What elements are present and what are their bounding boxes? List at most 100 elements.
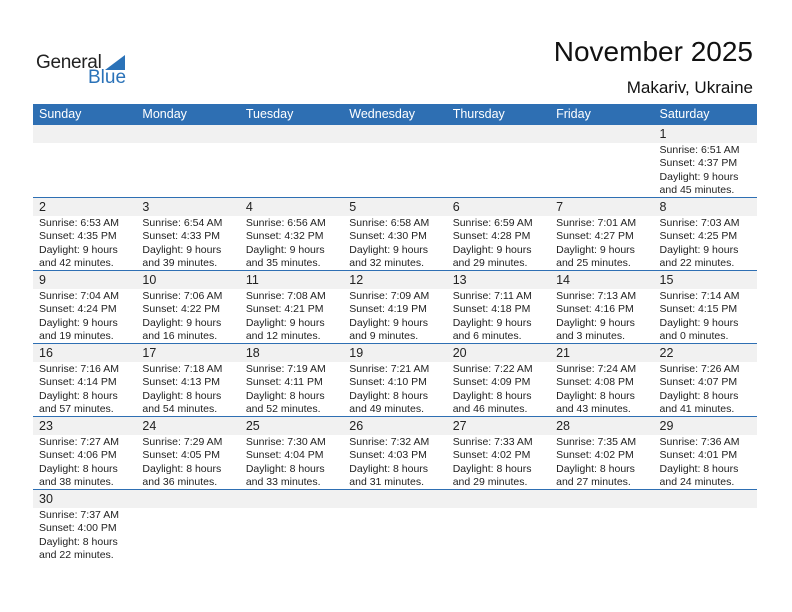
weekday-sunday: Sunday [39, 107, 82, 121]
daylight-text: Daylight: 9 hours [659, 243, 739, 256]
day-cell: 22 Sunrise: 7:26 AM Sunset: 4:07 PM Dayligh… [654, 344, 757, 416]
daylight-text: Daylight: 8 hours [142, 389, 222, 402]
day-cell: 4 Sunrise: 6:56 AM Sunset: 4:32 PM Daylight… [240, 198, 343, 270]
empty-cell [240, 490, 343, 563]
weekday-thursday: Thursday [452, 107, 505, 121]
day-number: 5 [349, 200, 357, 214]
daylight-minutes-text: and 41 minutes. [659, 402, 735, 415]
sunset-text: Sunset: 4:10 PM [349, 376, 427, 389]
daylight-text: Daylight: 8 hours [349, 389, 429, 402]
daylight-minutes-text: and 46 minutes. [452, 402, 528, 415]
daylight-minutes-text: and 19 minutes. [39, 329, 114, 342]
day-info: Sunrise: 6:59 AM Sunset: 4:28 PM Daylight:… [453, 216, 550, 270]
daylight-minutes-text: and 29 minutes. [452, 256, 528, 269]
day-cell: 9 Sunrise: 7:04 AM Sunset: 4:24 PM Daylight… [33, 271, 136, 343]
day-number: 25 [245, 419, 260, 433]
daylight-text: Daylight: 9 hours [39, 316, 118, 329]
day-info: Sunrise: 7:33 AM Sunset: 4:02 PM Daylight:… [453, 435, 550, 489]
sunrise-text: Sunrise: 6:56 AM [245, 217, 326, 229]
sunrise-text: Sunrise: 7:09 AM [349, 290, 430, 302]
daylight-text: Daylight: 9 hours [245, 316, 325, 329]
day-number: 26 [349, 419, 364, 433]
day-number: 16 [39, 346, 53, 360]
day-cell: 19 Sunrise: 7:21 AM Sunset: 4:10 PM Dayligh… [343, 344, 446, 416]
weekday-tuesday: Tuesday [245, 107, 294, 121]
daylight-text: Daylight: 8 hours [39, 462, 118, 475]
day-number: 8 [659, 200, 667, 214]
daylight-text: Daylight: 8 hours [142, 462, 222, 475]
empty-cell [240, 125, 343, 197]
daylight-text: Daylight: 9 hours [452, 243, 532, 256]
sunset-text: Sunset: 4:18 PM [452, 303, 531, 316]
sunrise-text: Sunrise: 6:54 AM [142, 217, 223, 229]
day-cell: 23 Sunrise: 7:27 AM Sunset: 4:06 PM Dayligh… [33, 417, 136, 489]
day-info: Sunrise: 7:06 AM Sunset: 4:22 PM Daylight:… [142, 289, 239, 343]
day-info: Sunrise: 6:54 AM Sunset: 4:33 PM Daylight:… [142, 216, 239, 270]
day-number: 18 [245, 346, 260, 360]
logo-text-blue: Blue [88, 67, 127, 88]
empty-cell [447, 490, 550, 563]
day-number: 3 [142, 200, 150, 214]
empty-cell [343, 490, 446, 563]
day-info: Sunrise: 7:27 AM Sunset: 4:06 PM Daylight:… [39, 435, 136, 489]
sunrise-text: Sunrise: 7:08 AM [245, 290, 326, 302]
day-number: 13 [452, 273, 467, 287]
sunrise-text: Sunrise: 7:27 AM [39, 436, 119, 448]
day-number: 24 [142, 419, 157, 433]
sunset-text: Sunset: 4:04 PM [245, 449, 324, 462]
daylight-minutes-text: and 43 minutes. [556, 402, 631, 415]
day-cell: 16 Sunrise: 7:16 AM Sunset: 4:14 PM Dayligh… [33, 344, 136, 416]
sunrise-text: Sunrise: 7:30 AM [245, 436, 326, 448]
day-cell: 6 Sunrise: 6:59 AM Sunset: 4:28 PM Daylight… [447, 198, 550, 270]
day-cell: 29 Sunrise: 7:36 AM Sunset: 4:01 PM Dayligh… [654, 417, 757, 489]
sunset-text: Sunset: 4:28 PM [452, 230, 531, 243]
day-number: 23 [39, 419, 53, 433]
day-number: 22 [659, 346, 674, 360]
week-row: 1 Sunrise: 6:51 AM Sunset: 4:37 PM Daylight… [33, 125, 757, 198]
empty-cell [654, 490, 757, 563]
sunrise-text: Sunrise: 7:26 AM [659, 363, 740, 375]
day-info: Sunrise: 7:09 AM Sunset: 4:19 PM Daylight:… [349, 289, 446, 343]
day-cell: 7 Sunrise: 7:01 AM Sunset: 4:27 PM Daylight… [550, 198, 653, 270]
sunset-text: Sunset: 4:22 PM [142, 303, 221, 316]
sunrise-text: Sunrise: 6:53 AM [39, 217, 119, 229]
daylight-text: Daylight: 9 hours [659, 170, 739, 183]
sunset-text: Sunset: 4:08 PM [556, 376, 634, 389]
day-info: Sunrise: 7:21 AM Sunset: 4:10 PM Daylight:… [349, 362, 446, 416]
daylight-text: Daylight: 9 hours [349, 316, 429, 329]
daylight-text: Daylight: 8 hours [39, 389, 118, 402]
daylight-minutes-text: and 12 minutes. [245, 329, 321, 342]
day-info: Sunrise: 7:32 AM Sunset: 4:03 PM Daylight:… [349, 435, 446, 489]
week-row: 23 Sunrise: 7:27 AM Sunset: 4:06 PM Dayligh… [33, 417, 757, 490]
day-cell: 27 Sunrise: 7:33 AM Sunset: 4:02 PM Dayligh… [447, 417, 550, 489]
logo-triangle-icon [105, 55, 125, 70]
daylight-text: Daylight: 9 hours [245, 243, 325, 256]
daylight-minutes-text: and 0 minutes. [659, 329, 729, 342]
day-info: Sunrise: 7:36 AM Sunset: 4:01 PM Daylight:… [660, 435, 757, 489]
sunrise-text: Sunrise: 7:14 AM [659, 290, 740, 302]
day-cell: 28 Sunrise: 7:35 AM Sunset: 4:02 PM Dayligh… [550, 417, 653, 489]
sunrise-text: Sunrise: 7:04 AM [39, 290, 119, 302]
sunset-text: Sunset: 4:03 PM [349, 449, 427, 462]
day-cell: 5 Sunrise: 6:58 AM Sunset: 4:30 PM Daylight… [343, 198, 446, 270]
sunset-text: Sunset: 4:16 PM [556, 303, 634, 316]
sunset-text: Sunset: 4:21 PM [245, 303, 324, 316]
day-info: Sunrise: 6:51 AM Sunset: 4:37 PM Daylight:… [660, 143, 757, 197]
daylight-minutes-text: and 16 minutes. [142, 329, 218, 342]
day-info: Sunrise: 7:18 AM Sunset: 4:13 PM Daylight:… [142, 362, 239, 416]
sunrise-text: Sunrise: 7:13 AM [556, 290, 637, 302]
day-number: 14 [556, 273, 571, 287]
daylight-text: Daylight: 9 hours [452, 316, 532, 329]
calendar-body: 1 Sunrise: 6:51 AM Sunset: 4:37 PM Daylight… [33, 125, 757, 563]
empty-cell [550, 490, 653, 563]
sunrise-text: Sunrise: 7:06 AM [142, 290, 223, 302]
day-number: 9 [39, 273, 46, 287]
day-cell: 24 Sunrise: 7:29 AM Sunset: 4:05 PM Dayligh… [136, 417, 239, 489]
daylight-minutes-text: and 24 minutes. [659, 475, 735, 488]
daylight-text: Daylight: 9 hours [556, 243, 635, 256]
day-info: Sunrise: 7:16 AM Sunset: 4:14 PM Daylight:… [39, 362, 136, 416]
day-info: Sunrise: 7:19 AM Sunset: 4:11 PM Daylight:… [246, 362, 343, 416]
daylight-text: Daylight: 9 hours [39, 243, 118, 256]
sunset-text: Sunset: 4:01 PM [659, 449, 738, 462]
weekday-header: Sunday Monday Tuesday Wednesday Thursday Frid… [33, 104, 757, 125]
